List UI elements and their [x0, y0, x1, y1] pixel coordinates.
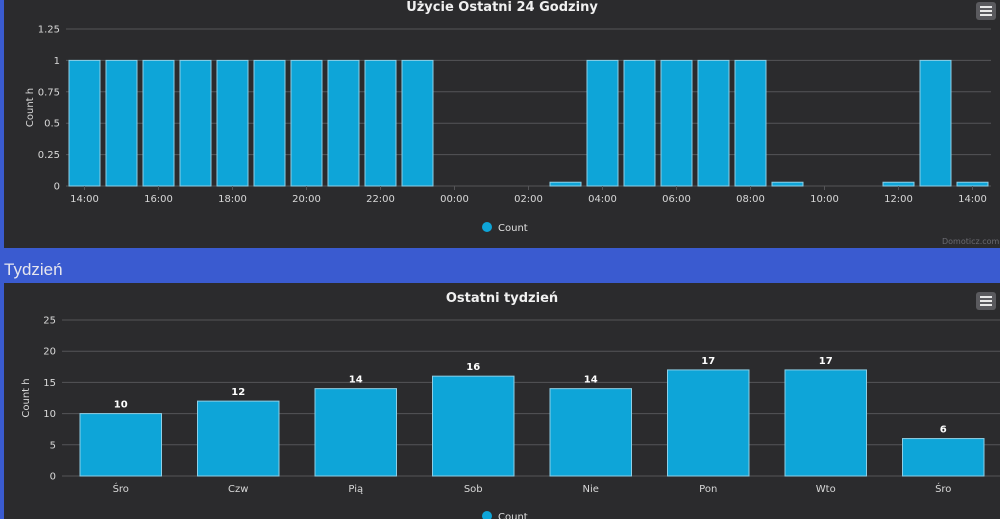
bar — [771, 181, 804, 187]
bar — [432, 375, 515, 477]
y-tick-label: 0.5 — [44, 119, 60, 130]
data-label: 17 — [819, 356, 833, 367]
credit-text[interactable]: Domoticz.com — [942, 237, 1000, 246]
y-tick-label: 1 — [54, 56, 60, 67]
x-tick-label: 06:00 — [662, 194, 691, 205]
data-label: 6 — [940, 425, 947, 436]
x-tick-label: Pon — [699, 484, 717, 495]
bar — [79, 413, 162, 477]
chart-menu-button[interactable] — [976, 2, 996, 20]
bar — [667, 369, 750, 477]
y-tick-label: 0 — [54, 182, 60, 193]
legend: Count — [482, 511, 528, 519]
x-tick-label: Czw — [228, 484, 248, 495]
x-tick-label: 00:00 — [440, 194, 469, 205]
bar — [401, 59, 434, 187]
bar — [549, 181, 582, 187]
y-axis-label: Count h — [25, 88, 36, 127]
x-tick-label: 12:00 — [884, 194, 913, 205]
y-axis-label: Count h — [21, 378, 32, 417]
data-label: 12 — [231, 387, 245, 398]
x-tick-label: 20:00 — [292, 194, 321, 205]
bar — [327, 59, 360, 187]
y-tick-label: 0.25 — [38, 150, 60, 161]
hourly-chart-panel: Użycie Ostatni 24 Godziny 0 0.25 0.5 0.75 1 1.… — [4, 0, 1000, 248]
chart-title: Użycie Ostatni 24 Godziny — [406, 0, 598, 15]
x-tick-label: 14:00 — [70, 194, 99, 205]
bar — [660, 59, 693, 187]
bar — [784, 369, 867, 477]
x-tick-label: Śro — [113, 482, 129, 495]
hourly-usage-chart: Użycie Ostatni 24 Godziny 0 0.25 0.5 0.75 1 1.… — [25, 0, 991, 234]
data-label: 10 — [114, 400, 128, 411]
y-tick-label: 15 — [43, 378, 56, 389]
legend-label: Count — [498, 223, 528, 234]
x-tick-label: 18:00 — [218, 194, 247, 205]
x-tick-label: 10:00 — [810, 194, 839, 205]
x-tick-label: Pią — [348, 484, 363, 495]
y-tick-label: 25 — [43, 316, 56, 327]
bar — [734, 59, 767, 187]
legend-label: Count — [498, 512, 528, 519]
bar — [216, 59, 249, 187]
x-tick-label: 16:00 — [144, 194, 173, 205]
y-tick-label: 10 — [43, 409, 56, 420]
bar — [142, 59, 175, 187]
y-tick-label: 0 — [50, 472, 56, 483]
bar — [549, 388, 632, 477]
x-tick-label: Śro — [935, 482, 951, 495]
y-tick-label: 1.25 — [38, 25, 60, 36]
bar — [919, 59, 952, 187]
data-label: 16 — [466, 362, 480, 373]
bar — [290, 59, 323, 187]
data-label: 14 — [349, 375, 363, 386]
weekly-chart-panel: Ostatni tydzień 0 5 10 15 20 25 Count h 10 12 14 16… — [4, 283, 1000, 519]
chart-menu-button[interactable] — [976, 292, 996, 310]
bar — [179, 59, 212, 187]
bar — [364, 59, 397, 187]
bar — [697, 59, 730, 187]
bar — [314, 388, 397, 477]
bar — [197, 400, 280, 477]
bar — [882, 181, 915, 187]
bar — [902, 438, 985, 477]
data-label: 14 — [584, 375, 598, 386]
x-tick-label: 04:00 — [588, 194, 617, 205]
bar — [956, 181, 989, 187]
y-tick-label: 20 — [43, 347, 56, 358]
x-tick-label: 22:00 — [366, 194, 395, 205]
x-tick-label: 02:00 — [514, 194, 543, 205]
chart-title: Ostatni tydzień — [446, 291, 558, 306]
legend-marker — [482, 511, 492, 519]
y-tick-label: 0.75 — [38, 87, 60, 98]
bar — [253, 59, 286, 187]
x-tick-label: 14:00 — [958, 194, 987, 205]
bar — [586, 59, 619, 187]
bar — [68, 59, 101, 187]
bar — [105, 59, 138, 187]
x-tick-label: Nie — [583, 484, 599, 495]
data-label: 17 — [701, 356, 715, 367]
legend: Count — [482, 222, 528, 234]
x-tick-label: Sob — [464, 484, 483, 495]
legend-marker — [482, 222, 492, 232]
y-tick-label: 5 — [50, 440, 56, 451]
section-title-week: Tydzień — [4, 260, 63, 279]
x-tick-label: Wto — [816, 484, 836, 495]
x-tick-label: 08:00 — [736, 194, 765, 205]
weekly-usage-chart: Ostatni tydzień 0 5 10 15 20 25 Count h 10 12 14 16… — [21, 291, 1000, 519]
bar — [623, 59, 656, 187]
